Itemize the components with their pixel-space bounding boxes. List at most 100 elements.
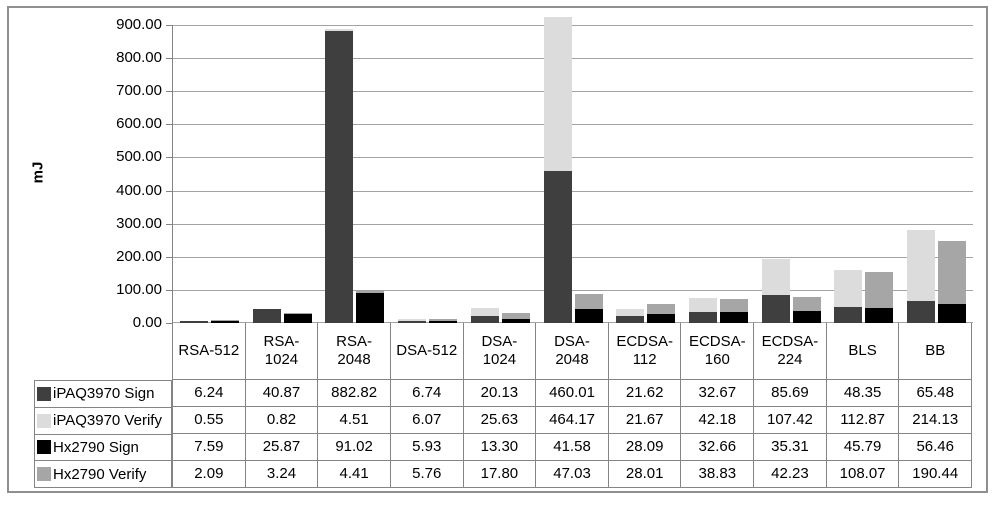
gridline — [173, 256, 973, 258]
y-tick-label: 600.00 — [116, 115, 162, 133]
bar-segment-ipaq3970-sign — [179, 320, 208, 323]
bar-segment-ipaq3970-verify — [543, 17, 572, 171]
category-cell-bls: BLS — [827, 323, 900, 379]
bar-segment-ipaq3970-sign — [688, 312, 717, 323]
value-cell: 47.03 — [536, 461, 609, 488]
value-cell: 45.79 — [826, 434, 900, 461]
value-cell: 28.09 — [608, 434, 682, 461]
value-cell: 7.59 — [173, 434, 246, 461]
bar-segment-hx2790-sign — [938, 304, 967, 323]
legend-column: iPAQ3970 Sign iPAQ3970 Verify Hx2790 Sign H… — [34, 380, 172, 488]
value-cell: 48.35 — [826, 380, 900, 407]
legend-row-hx2790-verify: Hx2790 Verify — [35, 461, 171, 487]
bar-segment-ipaq3970-sign — [761, 294, 790, 323]
bar-segment-hx2790-verify — [938, 241, 967, 305]
bar-segment-ipaq3970-sign — [834, 307, 863, 323]
category-label-line: DSA-512 — [396, 342, 458, 359]
value-cell: 42.23 — [754, 461, 827, 488]
bar-segment-ipaq3970-verify — [398, 318, 427, 321]
category-cell-dsa-512: DSA-512 — [391, 323, 464, 379]
bar-ipaq3970-dsa-512 — [398, 318, 427, 323]
figure-border — [7, 6, 988, 493]
bar-segment-ipaq3970-verify — [834, 269, 863, 307]
legend-label: Hx2790 Sign — [53, 438, 139, 456]
gridline — [173, 157, 973, 159]
bar-segment-hx2790-sign — [501, 318, 530, 323]
category-label-line: RSA- — [263, 333, 300, 350]
bar-segment-ipaq3970-verify — [470, 307, 499, 317]
bar-segment-hx2790-verify — [429, 319, 458, 322]
category-label-line: RSA-512 — [178, 342, 240, 359]
bar-ipaq3970-bls — [834, 269, 863, 323]
y-tick-mark — [166, 58, 172, 60]
category-cell-ecdsa-112: ECDSA- 112 — [609, 323, 682, 379]
bar-segment-ipaq3970-sign — [907, 301, 936, 323]
bar-segment-hx2790-sign — [792, 311, 821, 323]
bar-ipaq3970-rsa-512 — [179, 320, 208, 323]
value-cell: 190.44 — [899, 461, 973, 488]
bar-segment-hx2790-verify — [574, 293, 603, 310]
table-row-hx2790-sign: 7.59 25.87 91.02 5.93 13.30 41.58 28.09 32.66 35… — [173, 434, 973, 461]
bar-hx2790-rsa-2048 — [356, 291, 385, 323]
bar-hx2790-ecdsa-112 — [647, 304, 676, 323]
bar-segment-hx2790-verify — [647, 304, 676, 314]
category-label-line: ECDSA- — [616, 333, 673, 350]
category-label-line: DSA- — [554, 333, 590, 350]
bar-hx2790-dsa-2048 — [574, 293, 603, 323]
bar-segment-hx2790-verify — [719, 299, 748, 313]
value-cell: 6.24 — [173, 380, 246, 407]
value-cell: 882.82 — [318, 380, 391, 407]
y-tick-mark — [166, 223, 172, 225]
value-cell: 91.02 — [318, 434, 391, 461]
value-cell: 20.13 — [463, 380, 537, 407]
bar-hx2790-bb — [938, 241, 967, 323]
value-cell: 5.93 — [390, 434, 464, 461]
category-label-line: 2048 — [337, 351, 371, 368]
category-label-line: 224 — [777, 351, 803, 368]
category-cell-dsa-2048: DSA- 2048 — [536, 323, 609, 379]
bar-segment-ipaq3970-sign — [325, 30, 354, 323]
value-cell: 28.01 — [608, 461, 682, 488]
table-row-hx2790-verify: 2.09 3.24 4.41 5.76 17.80 47.03 28.01 38.83 42.2… — [173, 461, 973, 488]
y-tick-label: 400.00 — [116, 181, 162, 199]
legend-swatch — [37, 440, 51, 455]
value-cell: 5.76 — [390, 461, 464, 488]
table-row-ipaq3970-sign: 6.24 40.87 882.82 6.74 20.13 460.01 21.62 32.67… — [173, 380, 973, 407]
value-cell: 6.07 — [390, 407, 464, 434]
category-cell-ecdsa-224: ECDSA- 224 — [754, 323, 827, 379]
value-cell: 32.66 — [681, 434, 755, 461]
category-label-line: 2048 — [555, 351, 589, 368]
category-label-line: 1024 — [482, 351, 517, 368]
value-cell: 25.87 — [245, 434, 319, 461]
value-cell: 0.82 — [245, 407, 319, 434]
value-cell: 32.67 — [681, 380, 755, 407]
value-cell: 13.30 — [463, 434, 537, 461]
bar-segment-hx2790-verify — [865, 272, 894, 308]
gridline — [173, 25, 973, 26]
plot-area — [172, 17, 973, 323]
y-tick-label: 0.00 — [132, 314, 162, 331]
bar-segment-hx2790-sign — [647, 313, 676, 323]
gridline — [173, 91, 973, 93]
value-cell: 21.67 — [608, 407, 682, 434]
y-tick-mark — [166, 256, 172, 258]
y-tick-mark — [166, 91, 172, 93]
y-tick-mark — [166, 190, 172, 192]
value-cell: 2.09 — [173, 461, 246, 488]
bar-ipaq3970-ecdsa-112 — [616, 308, 645, 323]
gridline — [173, 223, 973, 225]
category-cell-rsa-1024: RSA- 1024 — [246, 323, 319, 379]
category-cell-rsa-2048: RSA- 2048 — [318, 323, 391, 379]
category-label-line: 160 — [704, 351, 730, 368]
legend-swatch — [37, 413, 51, 428]
gridline — [173, 322, 973, 323]
legend-label: Hx2790 Verify — [53, 465, 147, 483]
value-cell: 25.63 — [463, 407, 537, 434]
value-cell: 65.48 — [899, 380, 973, 407]
bar-segment-ipaq3970-sign — [543, 170, 572, 323]
category-label-line: RSA- — [336, 333, 373, 350]
bar-ipaq3970-rsa-2048 — [325, 29, 354, 323]
bar-segment-hx2790-sign — [356, 292, 385, 323]
value-cell: 107.42 — [754, 407, 827, 434]
